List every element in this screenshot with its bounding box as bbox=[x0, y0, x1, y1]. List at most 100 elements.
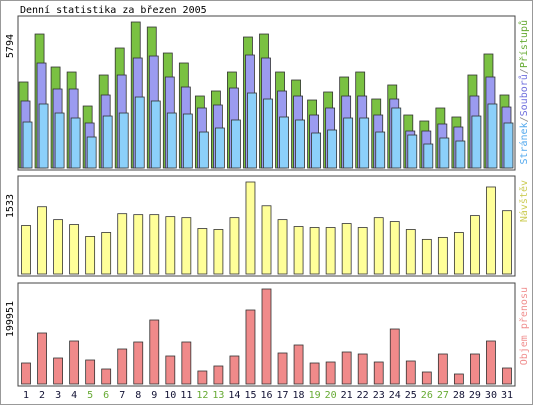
legend-separator: / bbox=[519, 68, 530, 74]
x-tick-label: 31 bbox=[501, 390, 513, 401]
x-tick-label: 23 bbox=[373, 390, 385, 401]
bar bbox=[375, 131, 386, 169]
x-tick-label: 22 bbox=[357, 390, 369, 401]
bar bbox=[327, 129, 338, 169]
bar bbox=[86, 136, 97, 169]
bar bbox=[311, 132, 321, 169]
bar bbox=[118, 112, 129, 169]
bar bbox=[470, 215, 480, 275]
bar bbox=[421, 238, 432, 275]
bar bbox=[341, 351, 352, 385]
y-tick-label: 1533 bbox=[5, 194, 16, 218]
legend: Návštěv bbox=[518, 180, 530, 222]
bar bbox=[261, 288, 272, 385]
x-tick-label: 26 bbox=[421, 390, 433, 401]
bar bbox=[389, 328, 400, 385]
bar bbox=[101, 232, 112, 275]
bar bbox=[263, 98, 273, 169]
bar bbox=[37, 206, 47, 275]
bar bbox=[231, 119, 241, 169]
bar bbox=[325, 227, 336, 275]
x-tick-label: 9 bbox=[151, 390, 157, 401]
bar bbox=[455, 140, 466, 169]
bar bbox=[325, 361, 336, 385]
chart-title: Denní statistika za březen 2005 bbox=[20, 4, 207, 16]
y-tick-label: 199951 bbox=[5, 301, 16, 337]
bar bbox=[166, 112, 177, 169]
bar bbox=[245, 181, 256, 275]
x-tick-label: 6 bbox=[103, 390, 109, 401]
x-tick-label: 13 bbox=[212, 390, 224, 401]
x-tick-label: 1 bbox=[23, 390, 29, 401]
bar bbox=[149, 319, 160, 385]
legend-entry: Přístupů bbox=[518, 20, 530, 68]
bar bbox=[487, 103, 498, 169]
x-tick-label: 20 bbox=[325, 390, 337, 401]
bar bbox=[149, 214, 160, 275]
x-tick-label: 5 bbox=[87, 390, 93, 401]
bar bbox=[453, 232, 464, 275]
x-tick-label: 12 bbox=[196, 390, 208, 401]
x-tick-label: 17 bbox=[277, 390, 289, 401]
x-tick-label: 8 bbox=[135, 390, 141, 401]
bar bbox=[502, 367, 512, 385]
bar bbox=[21, 225, 31, 275]
bar bbox=[389, 221, 400, 275]
bar bbox=[486, 340, 496, 385]
bar bbox=[117, 213, 128, 275]
bar bbox=[293, 344, 304, 385]
legend-entry: Návštěv bbox=[518, 180, 530, 222]
x-tick-label: 15 bbox=[244, 390, 256, 401]
bar bbox=[54, 112, 65, 169]
bar bbox=[69, 224, 80, 275]
x-tick-label: 24 bbox=[389, 390, 401, 401]
bar bbox=[229, 217, 240, 275]
bar bbox=[182, 113, 193, 169]
legend-entry: Stránek bbox=[518, 122, 530, 164]
x-tick-label: 25 bbox=[405, 390, 417, 401]
bar bbox=[341, 223, 352, 275]
bar bbox=[502, 210, 512, 275]
x-tick-label: 11 bbox=[180, 390, 192, 401]
x-tick-label: 30 bbox=[485, 390, 497, 401]
x-tick-label: 2 bbox=[39, 390, 45, 401]
bar bbox=[421, 371, 432, 385]
bar bbox=[503, 122, 514, 169]
legend-entry: Souborů bbox=[518, 74, 530, 116]
bar bbox=[486, 186, 496, 275]
bar bbox=[439, 137, 450, 169]
bar bbox=[309, 227, 320, 275]
bar bbox=[85, 359, 96, 385]
x-tick-label: 29 bbox=[469, 390, 481, 401]
bar bbox=[229, 355, 240, 385]
bar bbox=[293, 226, 304, 275]
bar bbox=[343, 117, 354, 169]
x-tick-label: 14 bbox=[228, 390, 240, 401]
x-tick-label: 19 bbox=[309, 390, 321, 401]
bar bbox=[247, 92, 257, 169]
bar bbox=[22, 121, 33, 169]
bar bbox=[197, 228, 208, 275]
bar bbox=[101, 368, 112, 385]
bar bbox=[53, 219, 63, 275]
x-tick-label: 21 bbox=[341, 390, 353, 401]
x-tick-label: 18 bbox=[293, 390, 305, 401]
x-tick-label: 3 bbox=[55, 390, 61, 401]
panel-frame bbox=[17, 282, 516, 387]
bar bbox=[181, 217, 192, 275]
bar bbox=[359, 117, 370, 169]
bar bbox=[261, 205, 272, 275]
legend-entry: Objem přenosu bbox=[518, 287, 530, 365]
bar bbox=[150, 100, 161, 169]
x-tick-label: 16 bbox=[260, 390, 272, 401]
bar bbox=[133, 341, 144, 385]
bar bbox=[437, 236, 448, 275]
bar bbox=[277, 352, 288, 385]
bar bbox=[37, 332, 47, 385]
legend: Objem přenosu bbox=[518, 287, 530, 365]
bar bbox=[405, 360, 416, 385]
bar bbox=[405, 229, 416, 275]
bar bbox=[165, 355, 176, 385]
bar bbox=[453, 373, 464, 385]
